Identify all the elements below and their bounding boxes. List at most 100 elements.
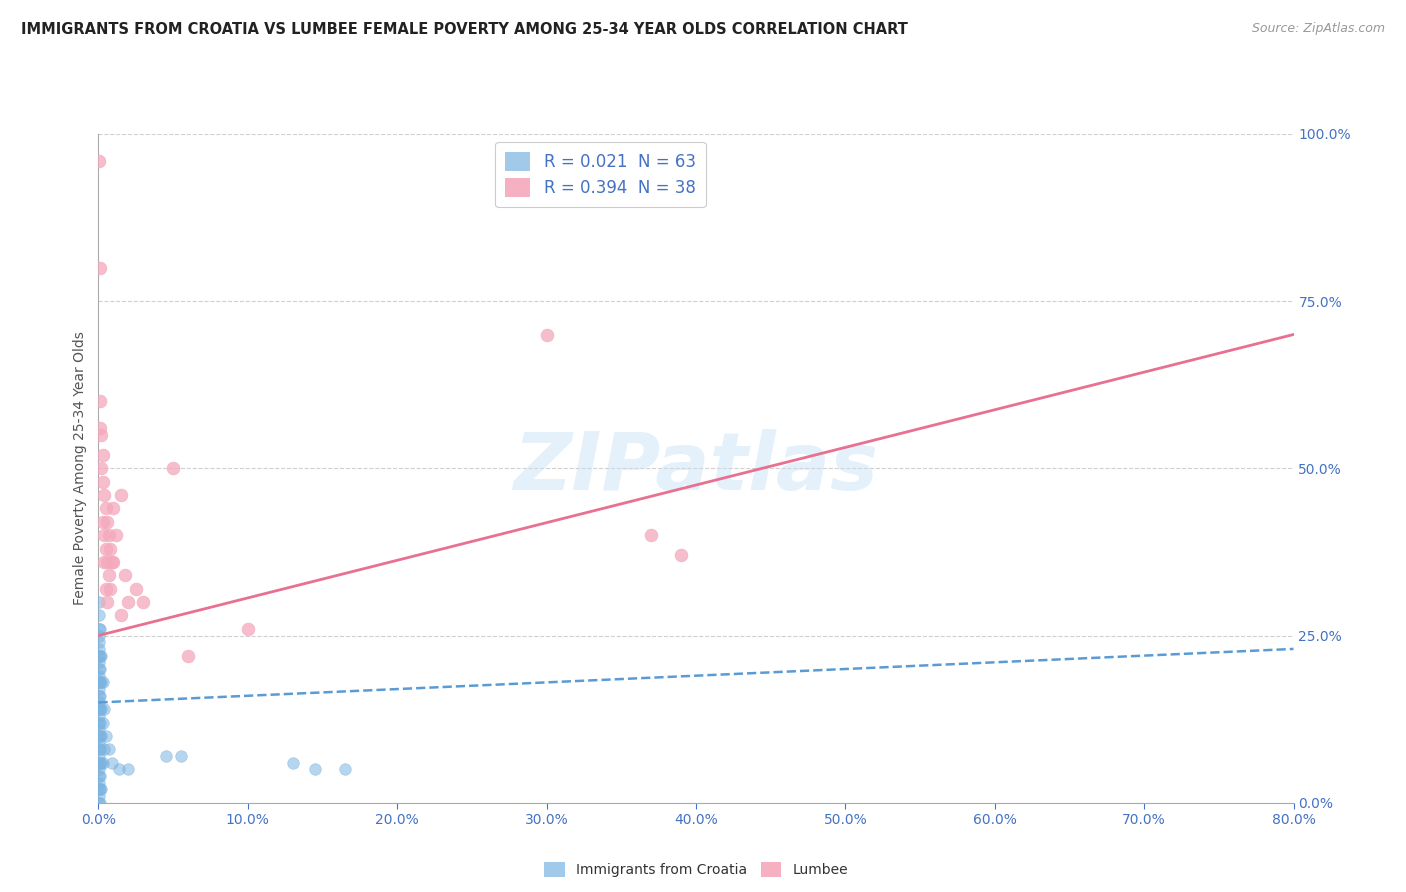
Point <box>90 729 112 743</box>
Point <box>89 675 111 690</box>
Point <box>91 715 114 730</box>
Point <box>114 568 136 582</box>
Point <box>90 428 112 442</box>
Point <box>89 622 111 636</box>
Point <box>91 448 114 462</box>
Point <box>110 608 132 623</box>
Point <box>89 756 111 770</box>
Point <box>97 528 120 542</box>
Point <box>96 595 118 609</box>
Point <box>93 555 115 569</box>
Point <box>96 515 118 529</box>
Point <box>110 488 132 502</box>
Point <box>91 515 114 529</box>
Point <box>177 648 200 663</box>
Point <box>89 762 111 776</box>
Point <box>100 541 122 556</box>
Point <box>89 789 111 803</box>
Point <box>89 662 111 676</box>
Point <box>89 669 111 683</box>
Point <box>236 622 259 636</box>
Point <box>96 555 118 569</box>
Point <box>89 628 111 642</box>
Point <box>89 655 111 669</box>
Point <box>94 582 117 596</box>
Point <box>89 735 111 749</box>
Point <box>101 555 124 569</box>
Point <box>132 595 155 609</box>
Text: IMMIGRANTS FROM CROATIA VS LUMBEE FEMALE POVERTY AMONG 25-34 YEAR OLDS CORRELATI: IMMIGRANTS FROM CROATIA VS LUMBEE FEMALE… <box>21 22 908 37</box>
Point <box>89 702 111 716</box>
Point <box>91 675 114 690</box>
Point <box>89 260 111 275</box>
Point <box>105 528 128 542</box>
Point <box>89 782 111 797</box>
Point <box>89 782 111 797</box>
Point <box>125 582 148 596</box>
Point <box>669 548 692 563</box>
Point <box>89 742 111 756</box>
Point <box>117 762 139 776</box>
Point <box>89 749 111 764</box>
Point <box>89 702 111 716</box>
Point <box>89 729 111 743</box>
Point <box>90 675 112 690</box>
Point <box>94 541 117 556</box>
Point <box>94 501 117 516</box>
Point <box>93 742 115 756</box>
Point <box>89 662 111 676</box>
Point <box>89 421 111 435</box>
Point <box>117 595 139 609</box>
Text: Source: ZipAtlas.com: Source: ZipAtlas.com <box>1251 22 1385 36</box>
Point <box>94 729 117 743</box>
Point <box>103 501 125 516</box>
Point <box>90 756 112 770</box>
Point <box>89 729 111 743</box>
Point <box>162 461 184 475</box>
Point <box>90 702 112 716</box>
Point <box>333 762 356 776</box>
Point <box>536 327 558 342</box>
Point <box>281 756 304 770</box>
Point <box>89 756 111 770</box>
Point <box>304 762 326 776</box>
Point <box>89 708 111 723</box>
Point <box>97 568 120 582</box>
Point <box>91 475 114 489</box>
Point <box>101 756 124 770</box>
Point <box>89 715 111 730</box>
Point <box>93 488 115 502</box>
Point <box>93 528 115 542</box>
Point <box>89 595 111 609</box>
Point <box>89 796 111 810</box>
Point <box>108 762 131 776</box>
Point <box>90 648 112 663</box>
Point <box>89 769 111 783</box>
Point <box>89 648 111 663</box>
Point <box>89 648 111 663</box>
Point <box>89 153 111 168</box>
Point <box>89 642 111 657</box>
Point <box>103 555 125 569</box>
Text: ZIPatlas: ZIPatlas <box>513 429 879 508</box>
Point <box>89 715 111 730</box>
Point <box>89 394 111 409</box>
Point <box>89 689 111 703</box>
Point <box>97 742 120 756</box>
Y-axis label: Female Poverty Among 25-34 Year Olds: Female Poverty Among 25-34 Year Olds <box>73 331 87 606</box>
Point <box>89 675 111 690</box>
Point <box>169 749 191 764</box>
Point <box>100 582 122 596</box>
Point <box>90 782 112 797</box>
Point <box>89 689 111 703</box>
Point <box>89 723 111 737</box>
Point <box>89 769 111 783</box>
Point <box>89 796 111 810</box>
Point <box>89 742 111 756</box>
Legend: Immigrants from Croatia, Lumbee: Immigrants from Croatia, Lumbee <box>538 857 853 883</box>
Point <box>89 696 111 710</box>
Point <box>89 635 111 649</box>
Point <box>89 681 111 696</box>
Point <box>155 749 177 764</box>
Point <box>90 461 112 475</box>
